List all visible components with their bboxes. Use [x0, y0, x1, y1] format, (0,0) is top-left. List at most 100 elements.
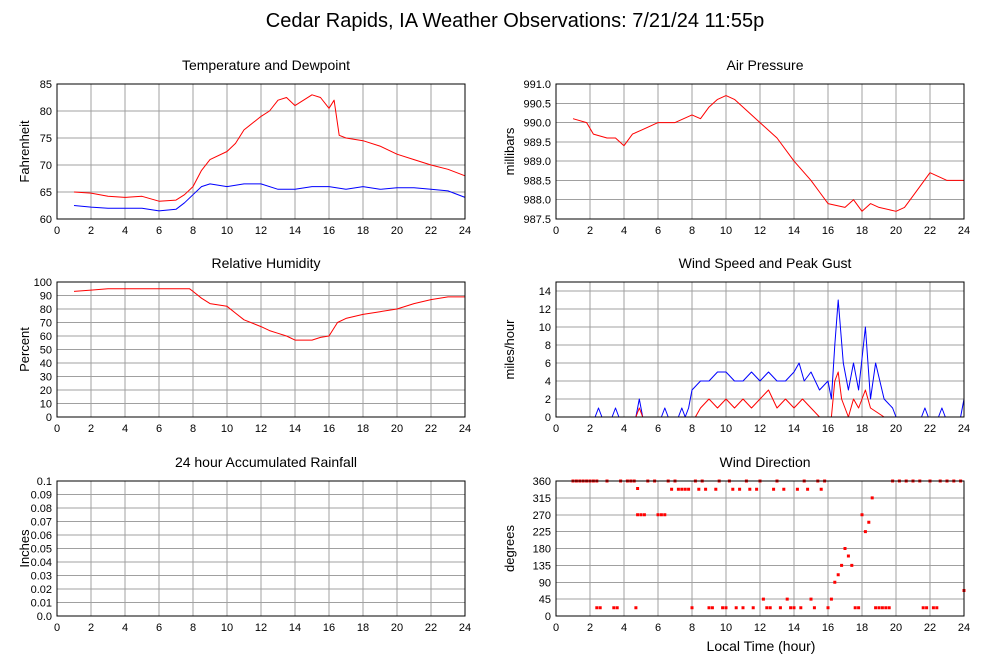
- y-tick-label: 989.5: [523, 137, 551, 149]
- y-tick-label: 0.07: [31, 517, 52, 529]
- series-line-1: [73, 288, 465, 341]
- x-tick-label: 6: [156, 423, 162, 435]
- x-tick-label: 6: [156, 622, 162, 634]
- x-tick-label: 4: [621, 423, 627, 435]
- y-tick-label: 0.05: [31, 544, 52, 556]
- panel-title: Temperature and Dewpoint: [182, 57, 350, 73]
- y-tick-label: 60: [40, 214, 52, 226]
- data-point: [819, 487, 823, 491]
- plot-frame: [555, 83, 965, 220]
- data-point: [595, 606, 599, 610]
- panel-title: Air Pressure: [726, 57, 803, 73]
- x-tick-label: 24: [958, 423, 970, 435]
- x-tick-label: 12: [754, 622, 766, 634]
- x-tick-label: 14: [788, 622, 800, 634]
- plot-frame: [56, 83, 466, 220]
- data-point: [738, 487, 742, 491]
- x-tick-label: 10: [720, 423, 732, 435]
- y-tick-label: 90: [539, 577, 551, 589]
- data-point: [836, 573, 840, 577]
- x-tick-label: 16: [323, 225, 335, 237]
- data-point: [710, 606, 714, 610]
- x-tick-label: 6: [156, 225, 162, 237]
- x-tick-label: 0: [553, 225, 559, 237]
- data-point: [806, 487, 810, 491]
- data-point: [880, 606, 884, 610]
- x-tick-label: 18: [357, 622, 369, 634]
- data-point: [870, 496, 874, 500]
- x-tick-label: 8: [689, 622, 695, 634]
- x-tick-label: 18: [856, 225, 868, 237]
- y-tick-label: 0.03: [31, 571, 52, 583]
- data-point: [782, 487, 786, 491]
- x-tick-label: 24: [459, 423, 471, 435]
- x-tick-label: 22: [425, 423, 437, 435]
- data-point: [707, 606, 711, 610]
- y-tick-label: 989.0: [523, 156, 551, 168]
- x-tick-label: 12: [255, 622, 267, 634]
- data-point: [731, 487, 735, 491]
- x-tick-label: 22: [924, 622, 936, 634]
- y-tick-label: 80: [40, 304, 52, 316]
- x-tick-label: 0: [54, 622, 60, 634]
- y-tick-label: 75: [40, 133, 52, 145]
- data-point: [598, 606, 602, 610]
- x-tick-label: 16: [323, 423, 335, 435]
- chart-panels: 0 2 4 6 8 10 12 14 16 18 20 22 24606570758085Tempera…: [17, 57, 970, 634]
- x-tick-label: 20: [391, 225, 403, 237]
- x-tick-label: 2: [88, 423, 94, 435]
- data-point: [768, 606, 772, 610]
- x-tick-label: 2: [587, 225, 593, 237]
- y-tick-label: 991.0: [523, 79, 551, 91]
- x-tick-label: 10: [720, 225, 732, 237]
- data-point: [867, 520, 871, 524]
- data-point: [690, 606, 694, 610]
- data-point: [860, 513, 864, 517]
- data-point: [636, 513, 640, 517]
- data-point: [659, 513, 663, 517]
- data-point: [840, 563, 844, 567]
- panel-title: Relative Humidity: [212, 255, 321, 271]
- y-tick-label: 6: [545, 358, 551, 370]
- chart-temp: 0 2 4 6 8 10 12 14 16 18 20 22 24606570758085Tempera…: [17, 57, 471, 237]
- data-point: [877, 606, 881, 610]
- y-axis-label: miles/hour: [502, 319, 517, 380]
- y-tick-label: 30: [40, 372, 52, 384]
- x-tick-label: 12: [754, 225, 766, 237]
- data-point: [785, 597, 789, 601]
- x-tick-label: 2: [88, 225, 94, 237]
- x-tick-label: 0: [553, 622, 559, 634]
- data-point: [853, 606, 857, 610]
- data-point: [639, 513, 643, 517]
- data-point: [931, 606, 935, 610]
- y-tick-label: 0: [545, 412, 551, 424]
- y-tick-label: 270: [533, 510, 551, 522]
- x-tick-label: 10: [221, 423, 233, 435]
- data-point: [795, 487, 799, 491]
- data-point: [935, 606, 939, 610]
- data-point: [765, 606, 769, 610]
- x-tick-label: 14: [289, 622, 301, 634]
- chart-dir: 0 2 4 6 8 10 12 14 16 18 20 22 240459013518022527031…: [502, 454, 970, 634]
- x-tick-label: 24: [459, 622, 471, 634]
- x-tick-label: 8: [190, 423, 196, 435]
- data-point: [683, 487, 687, 491]
- x-tick-label: 4: [122, 423, 128, 435]
- plot-frame: [56, 281, 466, 418]
- plot-frame: [555, 480, 965, 617]
- x-tick-label: 22: [924, 225, 936, 237]
- data-point: [874, 606, 878, 610]
- panel-title: 24 hour Accumulated Rainfall: [175, 454, 357, 470]
- data-point: [615, 606, 619, 610]
- x-tick-label: 24: [459, 225, 471, 237]
- y-tick-label: 4: [545, 376, 551, 388]
- y-tick-label: 988.5: [523, 175, 551, 187]
- data-point: [826, 606, 830, 610]
- x-tick-label: 12: [255, 423, 267, 435]
- panel-title: Wind Direction: [719, 454, 810, 470]
- y-tick-label: 360: [533, 476, 551, 488]
- x-tick-label: 10: [221, 225, 233, 237]
- data-point: [843, 547, 847, 550]
